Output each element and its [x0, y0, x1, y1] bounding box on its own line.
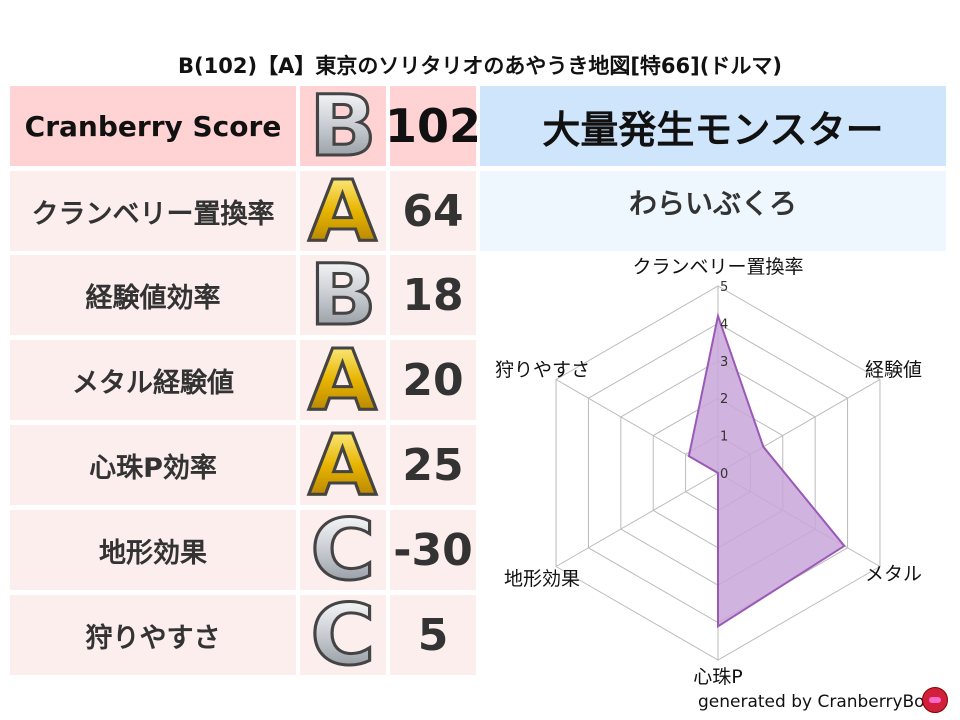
row-value: -30: [390, 510, 476, 590]
grade-cell: B: [300, 77, 386, 175]
row-value: 5: [390, 595, 476, 675]
row-label: 経験値効率: [10, 255, 296, 335]
cranberrybot-logo-icon: [922, 687, 948, 713]
grade-badge-icon: C: [309, 501, 377, 599]
footer-credit: generated by CranberryBot: [698, 692, 932, 712]
grade-cell: C: [300, 586, 386, 684]
row-value: 64: [390, 171, 476, 251]
grade-cell: A: [300, 162, 386, 260]
page-title: B(102)【A】東京のソリタリオのあやうき地図[特66](ドルマ): [178, 54, 782, 78]
radar-tick-label: 1: [720, 430, 728, 445]
row-label: 心珠P効率: [10, 425, 296, 505]
grade-cell: C: [300, 501, 386, 599]
radar-tick-label: 2: [720, 392, 728, 407]
radar-tick-label: 0: [720, 467, 728, 482]
grade-badge-icon: B: [308, 246, 378, 344]
grade-badge-icon: A: [307, 416, 378, 514]
radar-tick-label: 4: [720, 317, 728, 332]
grade-badge-icon: A: [307, 162, 378, 260]
row-value: 102: [385, 86, 481, 166]
monster-name: わらいぶくろ: [480, 171, 946, 251]
radar-axis-label: メタル: [865, 563, 922, 585]
radar-axis-label: クランベリー置換率: [632, 256, 803, 278]
grade-cell: B: [300, 246, 386, 344]
radar-tick-label: 5: [720, 280, 728, 295]
radar-axis-label: 経験値: [865, 359, 922, 381]
row-label: Cranberry Score: [10, 86, 296, 166]
grade-badge-icon: C: [309, 586, 377, 684]
radar-series-area: [687, 312, 846, 629]
grade-cell: A: [300, 416, 386, 514]
row-label: 狩りやすさ: [10, 595, 296, 675]
radar-axis-line: [555, 472, 719, 567]
radar-axis-label: 狩りやすさ: [495, 359, 590, 381]
row-value: 18: [390, 255, 476, 335]
row-label: メタル経験値: [10, 340, 296, 420]
grade-badge-icon: A: [307, 331, 378, 429]
radar-axis-label: 地形効果: [504, 568, 580, 590]
row-value: 20: [390, 340, 476, 420]
monster-header: 大量発生モンスター: [480, 86, 946, 166]
row-label: クランベリー置換率: [10, 171, 296, 251]
grade-badge-icon: B: [308, 77, 378, 175]
grade-cell: A: [300, 331, 386, 429]
row-label: 地形効果: [10, 510, 296, 590]
radar-axis-label: 心珠P: [693, 666, 742, 688]
row-value: 25: [390, 425, 476, 505]
radar-tick-label: 3: [720, 355, 728, 370]
